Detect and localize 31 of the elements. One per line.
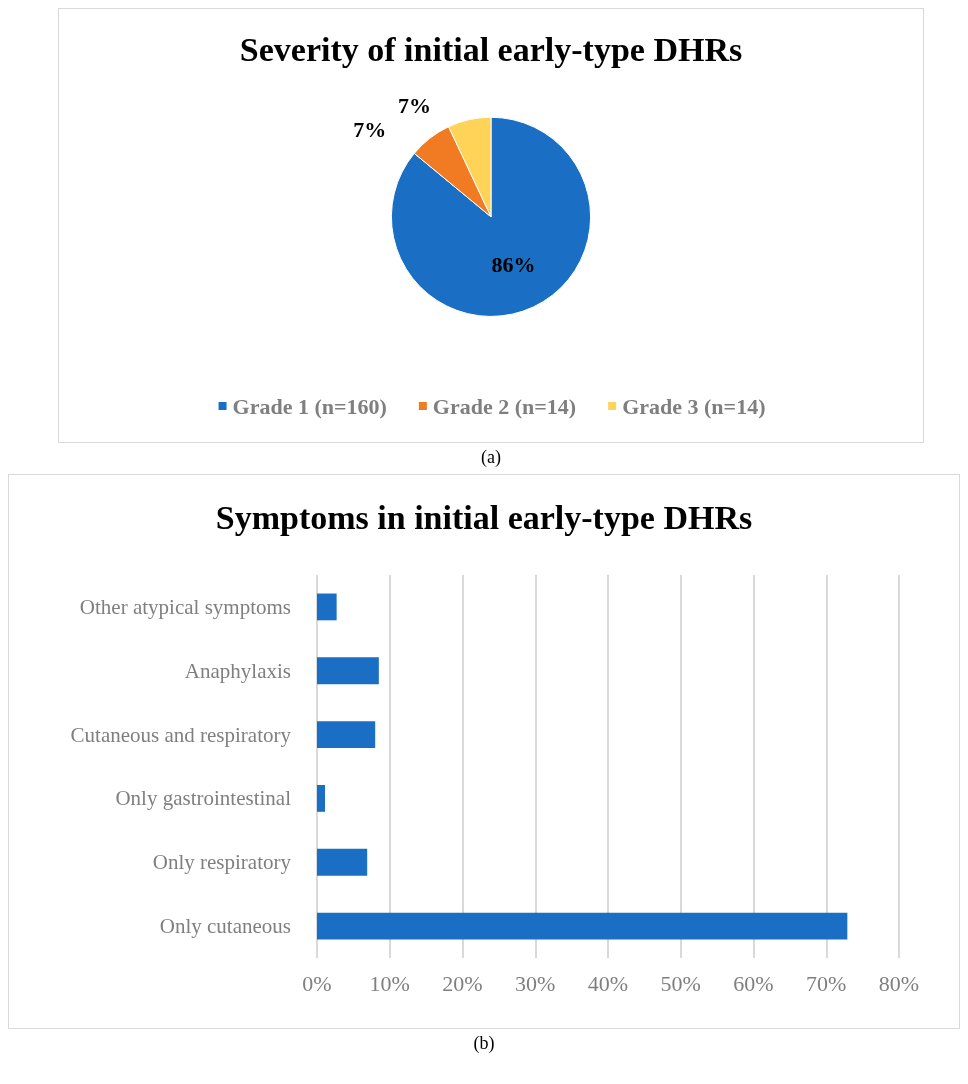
x-tick-label: 0% [302, 970, 332, 996]
bar [317, 912, 848, 940]
y-tick-label: Anaphylaxis [184, 658, 291, 683]
text: (a) [480, 447, 502, 468]
x-tick-label: 70% [806, 970, 847, 996]
chart-title: Severity of initial early-type DHRs [239, 30, 743, 68]
legend-label: Grade 3 (n=14) [622, 393, 766, 419]
bar [317, 657, 379, 685]
chart-title: Symptoms in initial early-type DHRs [215, 498, 753, 536]
y-tick-label: Only respiratory [152, 850, 292, 875]
y-tick-label: Only cutaneous [159, 914, 291, 939]
legend-label: Grade 1 (n=160) [232, 393, 387, 419]
bar [317, 785, 325, 812]
x-tick-label: 50% [660, 970, 701, 996]
x-tick-label: 80% [878, 970, 920, 996]
data-label: 7% [398, 92, 431, 118]
x-tick-label: 10% [369, 970, 410, 996]
data-label: 86% [491, 252, 536, 278]
data-label: 7% [353, 116, 387, 142]
bar [317, 593, 337, 621]
legend-label: Grade 2 (n=14) [432, 393, 577, 419]
bar [317, 848, 368, 876]
y-tick-label: Only gastrointestinal [115, 786, 292, 811]
bar [317, 721, 376, 748]
x-tick-label: 60% [733, 970, 774, 996]
y-tick-label: Other atypical symptoms [79, 594, 291, 619]
y-tick-label: Cutaneous and respiratory [70, 722, 292, 747]
x-tick-label: 20% [442, 970, 483, 996]
x-tick-label: 40% [587, 970, 629, 996]
text: (b) [472, 1033, 496, 1054]
x-tick-label: 30% [515, 970, 556, 996]
